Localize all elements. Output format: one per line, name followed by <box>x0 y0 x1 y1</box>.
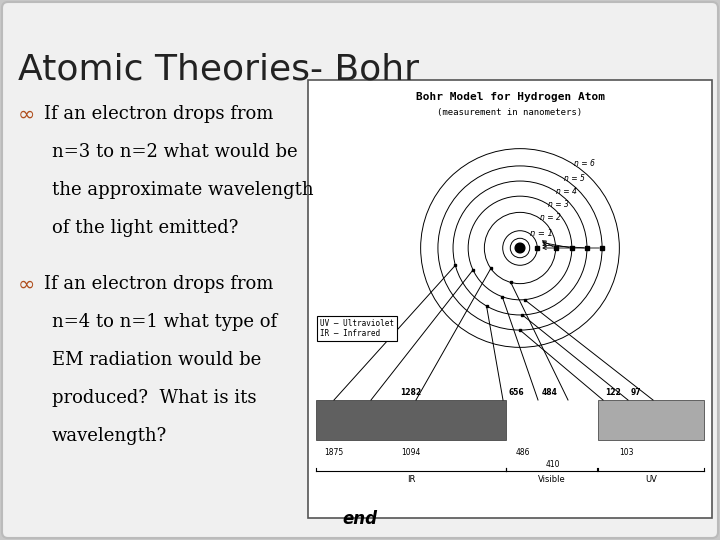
Text: (measurement in nanometers): (measurement in nanometers) <box>438 108 582 117</box>
Text: IR: IR <box>407 475 415 484</box>
Text: 97: 97 <box>631 388 642 397</box>
Text: 122: 122 <box>605 388 621 397</box>
Text: produced?  What is its: produced? What is its <box>52 389 256 407</box>
Text: the approximate wavelength: the approximate wavelength <box>52 181 314 199</box>
Text: Bohr Model for Hydrogen Atom: Bohr Model for Hydrogen Atom <box>415 92 605 102</box>
Text: 484: 484 <box>542 388 558 397</box>
Text: 103: 103 <box>618 448 634 457</box>
Text: Atomic Theories- Bohr: Atomic Theories- Bohr <box>18 52 419 86</box>
Text: n=4 to n=1 what type of: n=4 to n=1 what type of <box>52 313 277 331</box>
Text: wavelength?: wavelength? <box>52 427 167 445</box>
Bar <box>308 80 712 518</box>
Text: If an electron drops from: If an electron drops from <box>44 275 274 293</box>
Text: n = 5: n = 5 <box>564 174 585 183</box>
Text: UV – Ultraviolet
IR – Infrared: UV – Ultraviolet IR – Infrared <box>320 319 394 339</box>
Text: 656: 656 <box>508 388 524 397</box>
Text: 1094: 1094 <box>401 448 420 457</box>
Text: n = 2: n = 2 <box>540 213 561 222</box>
Text: n = 3: n = 3 <box>549 200 570 208</box>
Text: 1282: 1282 <box>400 388 422 397</box>
Text: n=3 to n=2 what would be: n=3 to n=2 what would be <box>52 143 297 161</box>
Text: 410: 410 <box>546 460 560 469</box>
Text: Visible: Visible <box>538 475 565 484</box>
Text: ∞: ∞ <box>18 275 35 295</box>
Text: of the light emitted?: of the light emitted? <box>52 219 238 237</box>
Bar <box>316 400 506 440</box>
Text: ∞: ∞ <box>18 105 35 125</box>
Text: n = 1: n = 1 <box>530 229 553 238</box>
Bar <box>598 400 704 440</box>
Text: 1875: 1875 <box>325 448 343 457</box>
Text: n = 6: n = 6 <box>574 159 595 168</box>
Text: EM radiation would be: EM radiation would be <box>52 351 261 369</box>
Text: 486: 486 <box>516 448 530 457</box>
Text: n = 4: n = 4 <box>557 187 577 195</box>
Text: If an electron drops from: If an electron drops from <box>44 105 274 123</box>
Circle shape <box>515 243 525 253</box>
Text: end: end <box>343 510 377 528</box>
Text: UV: UV <box>645 475 657 484</box>
